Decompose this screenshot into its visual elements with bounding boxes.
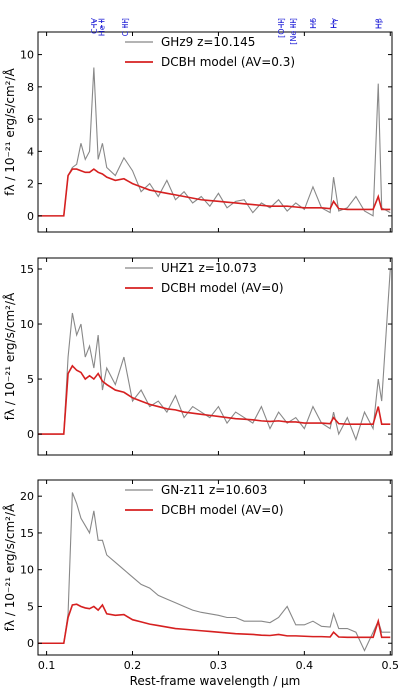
y-tick-label: 10 — [20, 49, 34, 62]
plot-frame — [37, 479, 393, 656]
x-axis-label: Rest-frame wavelength / µm — [130, 674, 301, 688]
line-label: He II — [98, 18, 107, 36]
y-tick-label: 0 — [27, 428, 34, 441]
line-label: Hγ — [330, 18, 339, 29]
y-axis-label: fλ / 10⁻²¹ erg/s/cm²/Å — [2, 67, 17, 195]
legend-label: DCBH model (AV=0) — [161, 281, 284, 295]
y-tick-label: 15 — [20, 527, 34, 540]
y-axis-label: fλ / 10⁻²¹ erg/s/cm²/Å — [2, 292, 17, 420]
y-tick-label: 8 — [27, 81, 34, 94]
legend-label: DCBH model (AV=0.3) — [161, 55, 295, 69]
y-tick-label: 15 — [20, 263, 34, 276]
panel: 0 5 10 15 fλ / 10⁻²¹ erg/s/cm²/Å UHZ1 z=10.07… — [2, 257, 393, 456]
plot-frame — [37, 31, 393, 233]
y-tick-label: 2 — [27, 178, 34, 191]
y-tick-label: 5 — [27, 373, 34, 386]
spectrum-line — [38, 168, 391, 217]
y-tick-label: 5 — [27, 600, 34, 613]
y-tick-label: 10 — [20, 564, 34, 577]
x-tick-label: 0.1 — [38, 659, 56, 672]
line-label: [Ne III] — [289, 18, 298, 45]
y-tick-label: 0 — [27, 210, 34, 223]
y-tick-label: 10 — [20, 318, 34, 331]
y-tick-label: 6 — [27, 113, 34, 126]
line-label: Hδ — [309, 18, 318, 29]
x-tick-label: 0.2 — [124, 659, 142, 672]
x-tick-label: 0.5 — [382, 659, 400, 672]
panel: 0 5 10 15 20 0.1 0.2 0.3 0.4 0.5 fλ / 10⁻²¹ erg/s/… — [2, 479, 400, 688]
spectrum-line — [38, 492, 391, 652]
line-label: Hβ — [374, 18, 383, 29]
y-tick-label: 0 — [27, 637, 34, 650]
y-tick-label: 4 — [27, 145, 34, 158]
line-label: [O II] — [277, 18, 286, 38]
legend-label: DCBH model (AV=0) — [161, 503, 284, 517]
spectrum-line — [38, 67, 391, 217]
y-axis-label: fλ / 10⁻²¹ erg/s/cm²/Å — [2, 503, 17, 631]
legend-label: UHZ1 z=10.073 — [161, 261, 257, 275]
legend-label: GN-z11 z=10.603 — [161, 483, 267, 497]
x-tick-label: 0.3 — [210, 659, 228, 672]
spectrum-line — [38, 364, 391, 435]
line-label: C III] — [121, 18, 130, 36]
spectrum-line — [38, 268, 391, 442]
line-label: C IV — [90, 17, 99, 33]
spectrum-line — [38, 603, 391, 645]
plot-frame — [37, 257, 393, 456]
x-tick-label: 0.4 — [296, 659, 314, 672]
y-tick-label: 20 — [20, 490, 34, 503]
legend-label: GHz9 z=10.145 — [161, 35, 255, 49]
